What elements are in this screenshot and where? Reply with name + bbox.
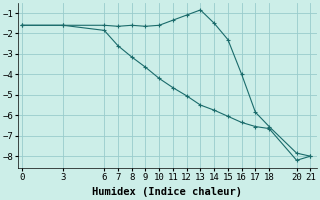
X-axis label: Humidex (Indice chaleur): Humidex (Indice chaleur) — [92, 187, 243, 197]
